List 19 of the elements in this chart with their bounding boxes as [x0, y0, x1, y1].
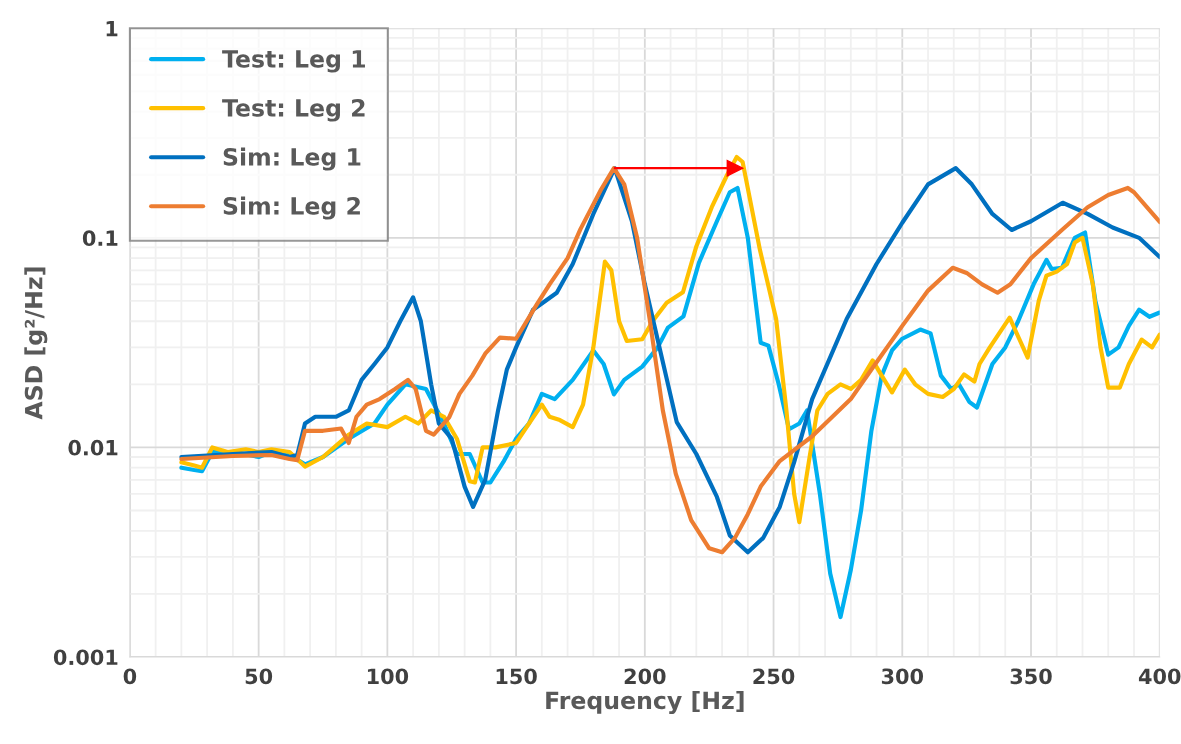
y-tick-label: 0.1	[82, 230, 118, 247]
x-tick-label: 350	[1010, 668, 1052, 685]
x-tick-label: 200	[624, 668, 666, 685]
legend-label: Test: Leg 2	[222, 98, 365, 122]
x-tick-label: 250	[753, 668, 795, 685]
y-axis-title: ASD [g²/Hz]	[24, 267, 48, 420]
x-axis-title: Frequency [Hz]	[546, 691, 744, 715]
y-tick-label: 0.01	[68, 439, 118, 456]
legend-label: Test: Leg 1	[222, 50, 365, 73]
y-tick-label: 0.001	[53, 649, 118, 666]
x-tick-label: 0	[123, 668, 137, 685]
x-tick-label: 400	[1138, 668, 1181, 685]
x-tick-label: 50	[245, 668, 273, 685]
legend-label: Sim: Leg 1	[223, 147, 361, 171]
x-tick-label: 100	[367, 668, 409, 685]
legend-label: Sim: Leg 2	[223, 196, 360, 220]
x-tick-label: 300	[881, 668, 924, 685]
y-tick-label: 1	[106, 21, 118, 37]
x-tick-label: 150	[496, 668, 537, 685]
